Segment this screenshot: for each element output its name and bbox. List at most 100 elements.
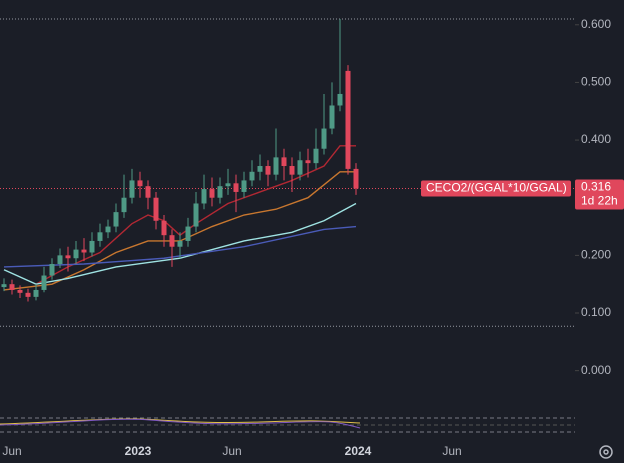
symbol-label-box [421,180,571,197]
candle [233,174,239,213]
settings-icon[interactable] [599,445,613,459]
candle-body [153,197,159,221]
candle [177,232,183,259]
candle-body [273,157,279,175]
symbol-label: CECO2/(GGAL*10/GGAL) [426,181,567,195]
candle [265,160,271,187]
candle-body [289,166,295,175]
candle [137,171,143,198]
candle-body [353,168,359,189]
candle [57,248,63,269]
y-tick-label: 0.400 [581,132,611,146]
candle-body [177,240,183,247]
candle-body [265,166,271,175]
candle [17,285,23,299]
candle-body [73,249,79,259]
gear[interactable] [599,445,613,459]
candle-body [185,226,191,241]
candle [129,168,135,204]
candle-body [41,275,47,290]
price-label-box [575,179,624,210]
candle [329,82,335,135]
candle-body [145,186,151,198]
x-tick-label: Jun [2,444,21,458]
candle [9,279,15,295]
candle-body [57,255,63,265]
oscillator-panel [0,417,575,433]
candle-body [329,105,335,129]
candle-body [193,203,199,227]
candle-body [65,255,71,259]
countdown: 1d 22h [581,194,618,208]
candle [105,219,111,239]
x-tick-label: 2023 [125,444,152,458]
oscillator-line [0,418,361,425]
x-tick-label: 2024 [345,444,372,458]
moving-average [3,171,356,291]
x-tick-label: Jun [442,444,461,458]
candle-body [169,235,175,247]
candle [217,177,223,204]
candle-body [305,160,311,164]
candle [249,160,255,187]
candle [209,177,215,207]
candle [257,154,263,181]
candle [225,168,231,195]
y-tick-label: 0.500 [581,75,611,89]
candle [73,240,79,265]
candle-body [89,240,95,253]
candle [313,128,319,169]
candle-body [217,186,223,198]
candle-body [233,183,239,192]
moving-average [3,225,357,268]
candle [49,258,55,280]
candle [121,174,127,218]
candle-body [201,189,207,204]
candle [321,93,327,155]
candle-body [113,212,119,227]
candle-body [1,284,7,288]
candle [113,203,119,233]
candle [281,148,287,181]
candle-body [9,284,15,290]
candle [81,238,87,262]
candle-body [321,128,327,149]
candle [297,151,303,181]
candle [201,174,207,210]
candle [65,246,71,272]
candle-body [313,148,319,164]
candle-body [33,289,39,297]
candle [41,266,47,293]
candle [169,229,175,267]
candle-body [105,226,111,233]
x-tick-label: Jun [222,444,241,458]
candle-body [17,289,23,293]
candle [89,232,95,257]
candle [25,288,31,302]
candle [193,191,199,233]
y-tick-label: 0.100 [581,305,611,319]
candle-body [297,160,303,175]
price-label: 0.316 [581,180,611,194]
candle-body [257,166,263,172]
candle-body [121,197,127,213]
candle-body [345,70,351,169]
y-tick-label: 0.200 [581,248,611,262]
candle [145,180,151,210]
candle [353,163,359,195]
candle-body [249,171,255,181]
candle [97,223,103,247]
candle [161,215,167,247]
candle-body [129,180,135,198]
candle [1,278,7,292]
candle-body [281,157,287,167]
candle [241,171,247,198]
candle-body [97,232,103,241]
candle-body [337,93,343,106]
candle [337,19,343,112]
oscillator-signal [0,418,361,429]
candle-body [137,180,143,187]
gear-center[interactable] [603,449,609,455]
y-tick-label: 0.600 [581,17,611,31]
